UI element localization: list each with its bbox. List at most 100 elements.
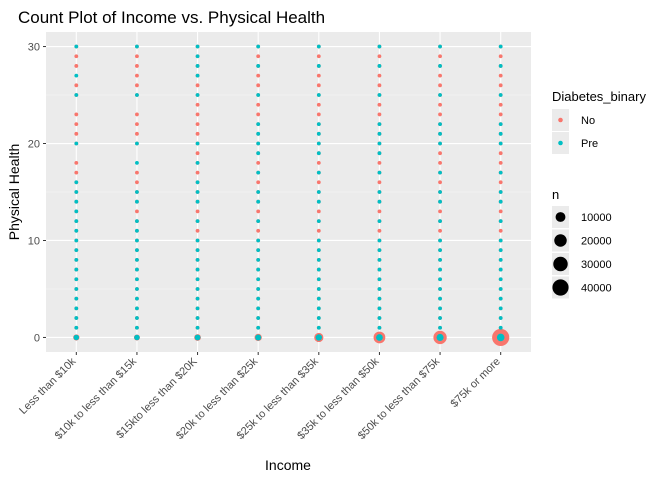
data-point bbox=[377, 151, 382, 156]
data-point bbox=[438, 180, 442, 185]
data-point bbox=[195, 73, 200, 78]
data-point bbox=[195, 228, 200, 233]
data-point bbox=[74, 199, 79, 204]
data-point bbox=[135, 141, 139, 146]
data-point bbox=[195, 296, 200, 301]
y-axis-title: Physical Health bbox=[6, 144, 22, 241]
data-point bbox=[256, 44, 261, 49]
data-point bbox=[135, 170, 139, 175]
data-point bbox=[498, 306, 503, 311]
data-point bbox=[438, 73, 442, 78]
point-layer bbox=[73, 44, 510, 347]
data-point bbox=[256, 219, 261, 223]
data-point bbox=[74, 228, 79, 233]
data-point bbox=[377, 93, 382, 97]
data-point bbox=[135, 325, 139, 330]
data-point bbox=[135, 277, 139, 282]
data-point bbox=[438, 112, 442, 117]
data-point bbox=[498, 287, 503, 291]
data-point bbox=[195, 83, 200, 88]
data-point bbox=[135, 93, 139, 97]
data-point bbox=[135, 316, 139, 320]
data-point bbox=[256, 267, 261, 272]
data-point bbox=[498, 141, 503, 146]
data-point bbox=[377, 325, 382, 330]
data-point bbox=[498, 54, 503, 59]
data-point bbox=[498, 316, 503, 320]
data-point bbox=[74, 190, 79, 194]
data-point bbox=[498, 73, 503, 78]
data-point bbox=[316, 248, 321, 253]
data-point bbox=[74, 161, 79, 165]
data-point bbox=[135, 44, 139, 49]
y-tick-label: 10 bbox=[28, 235, 40, 247]
data-point bbox=[316, 316, 321, 320]
data-point bbox=[256, 228, 261, 233]
data-point bbox=[256, 141, 261, 146]
data-point bbox=[195, 287, 200, 291]
data-point bbox=[74, 112, 79, 117]
legend-label: No bbox=[581, 115, 595, 127]
data-point bbox=[498, 209, 503, 214]
data-point bbox=[498, 248, 503, 253]
data-point bbox=[438, 248, 442, 253]
legend-swatch bbox=[558, 140, 563, 146]
data-point bbox=[256, 131, 261, 136]
data-point bbox=[316, 287, 321, 291]
size-legend-swatch bbox=[554, 234, 567, 247]
data-point bbox=[498, 325, 503, 330]
data-point bbox=[438, 141, 442, 146]
data-point bbox=[316, 267, 321, 272]
data-point bbox=[498, 257, 503, 262]
data-point bbox=[134, 334, 140, 341]
data-point bbox=[135, 73, 139, 78]
data-point bbox=[135, 287, 139, 291]
size-legend-swatch bbox=[553, 256, 568, 272]
data-point bbox=[256, 54, 261, 59]
data-point bbox=[498, 238, 503, 243]
data-point bbox=[316, 64, 321, 68]
data-point bbox=[316, 44, 321, 49]
data-point bbox=[377, 257, 382, 262]
data-point bbox=[74, 238, 79, 243]
data-point bbox=[377, 131, 382, 136]
data-point bbox=[377, 170, 382, 175]
data-point bbox=[74, 257, 79, 262]
data-point bbox=[135, 180, 139, 185]
data-point bbox=[498, 161, 503, 165]
data-point bbox=[74, 277, 79, 282]
data-point bbox=[256, 316, 261, 320]
data-point bbox=[74, 325, 79, 330]
data-point bbox=[195, 54, 200, 59]
data-point bbox=[316, 199, 321, 204]
data-point bbox=[438, 54, 442, 59]
data-point bbox=[256, 287, 261, 291]
data-point bbox=[195, 199, 200, 204]
data-point bbox=[377, 228, 382, 233]
data-point bbox=[74, 170, 79, 175]
data-point bbox=[316, 151, 321, 156]
data-point bbox=[135, 248, 139, 253]
data-point bbox=[316, 122, 321, 127]
data-point bbox=[438, 190, 442, 194]
data-point bbox=[256, 209, 261, 214]
data-point bbox=[256, 180, 261, 185]
data-point bbox=[74, 267, 79, 272]
color-legend-title: Diabetes_binary bbox=[552, 89, 646, 104]
data-point bbox=[377, 73, 382, 78]
data-point bbox=[135, 54, 139, 59]
data-point bbox=[498, 102, 503, 107]
data-point bbox=[316, 93, 321, 97]
data-point bbox=[438, 161, 442, 165]
data-point bbox=[377, 161, 382, 165]
legend: Diabetes_binary n No Pre 10000 20000 30000 40… bbox=[552, 89, 646, 299]
data-point bbox=[195, 112, 200, 117]
data-point bbox=[135, 209, 139, 214]
data-point bbox=[195, 267, 200, 272]
data-point bbox=[74, 54, 79, 59]
data-point bbox=[256, 277, 261, 282]
data-point bbox=[256, 257, 261, 262]
data-point bbox=[496, 333, 505, 342]
data-point bbox=[256, 112, 261, 117]
legend-swatch bbox=[558, 117, 563, 123]
